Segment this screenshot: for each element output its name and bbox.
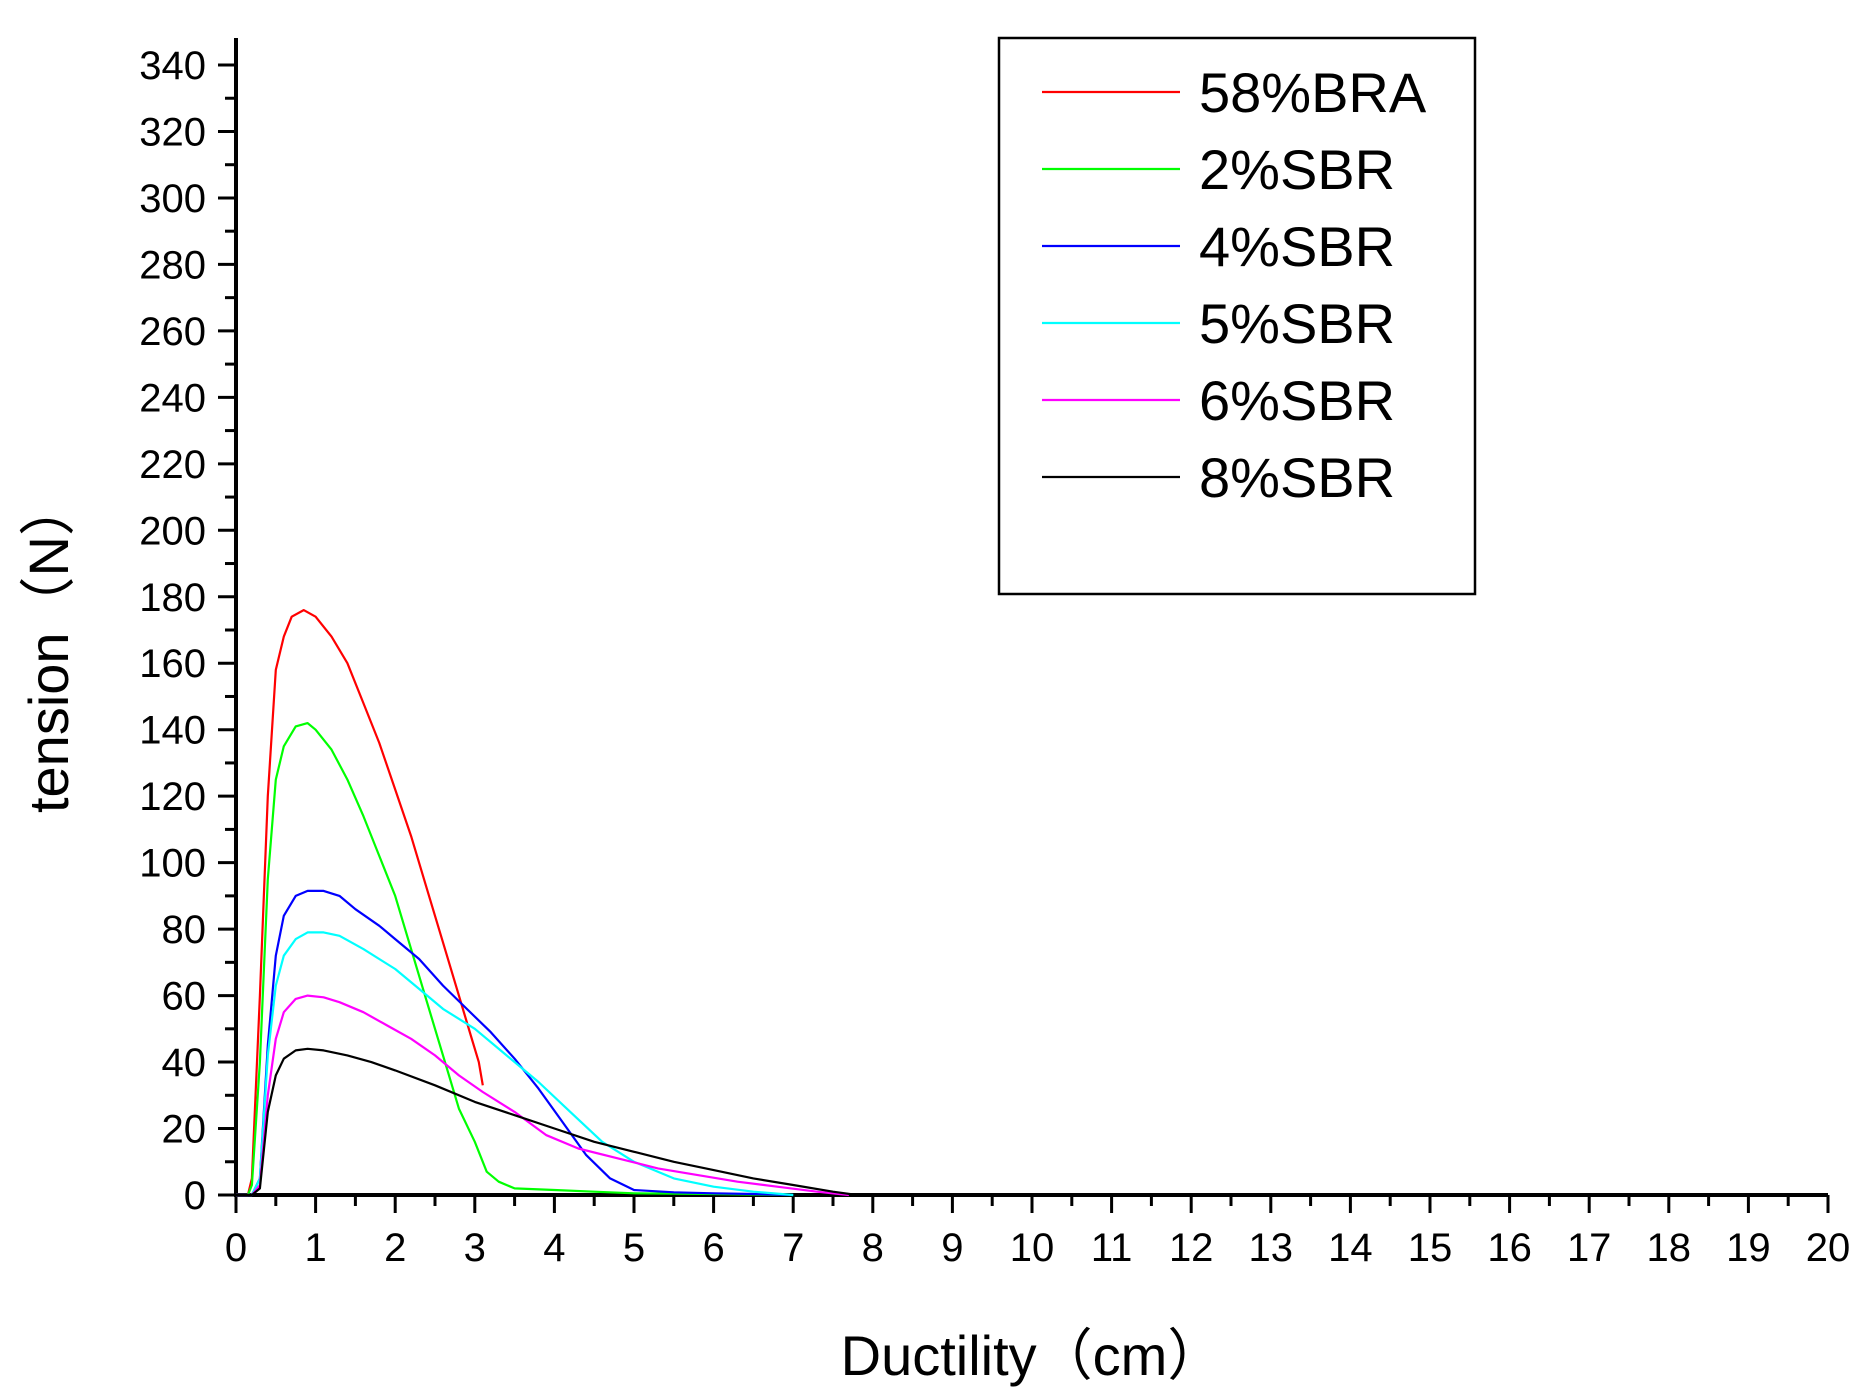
x-tick-label: 3 <box>464 1226 486 1270</box>
legend-label: 58%BRA <box>1199 61 1427 124</box>
series-line-4pct-sbr <box>236 889 794 1197</box>
x-tick-label: 14 <box>1328 1226 1373 1270</box>
x-tick-label: 12 <box>1169 1226 1214 1270</box>
x-tick-label: 10 <box>1010 1226 1055 1270</box>
x-tick-label: 4 <box>543 1226 565 1270</box>
y-tick-label: 220 <box>139 443 206 487</box>
x-tick-label: 9 <box>941 1226 963 1270</box>
x-tick-label: 1 <box>304 1226 326 1270</box>
y-axis-title: tension（N） <box>17 480 80 813</box>
legend-label: 5%SBR <box>1199 292 1395 355</box>
y-tick-label: 100 <box>139 842 206 886</box>
x-tick-label: 18 <box>1647 1226 1692 1270</box>
series-line-6pct-sbr <box>236 994 850 1197</box>
x-tick-label: 5 <box>623 1226 645 1270</box>
x-tick-label: 2 <box>384 1226 406 1270</box>
y-tick-label: 340 <box>139 44 206 88</box>
y-tick-label: 40 <box>162 1041 207 1085</box>
legend: 58%BRA 2%SBR 4%SBR 5%SBR 6%SBR 8%SBR <box>997 36 1477 596</box>
series-line-2pct-sbr <box>236 722 794 1197</box>
y-tick-label: 180 <box>139 576 206 620</box>
y-tick-label: 260 <box>139 310 206 354</box>
y-tick-label: 160 <box>139 642 206 686</box>
legend-label: 6%SBR <box>1199 369 1395 432</box>
y-tick-label: 300 <box>139 177 206 221</box>
y-tick-label: 200 <box>139 509 206 553</box>
legend-label: 4%SBR <box>1199 215 1395 278</box>
x-tick-label: 20 <box>1806 1226 1851 1270</box>
x-tick-label: 7 <box>782 1226 804 1270</box>
series-line-8pct-sbr <box>236 1047 858 1197</box>
series-line-58pct-bra <box>236 609 484 1197</box>
series-line-5pct-sbr <box>236 931 794 1197</box>
x-tick-label: 16 <box>1487 1226 1532 1270</box>
plot-area <box>236 609 858 1197</box>
x-tick-label: 0 <box>225 1226 247 1270</box>
x-axis-title: Ductility（cm） <box>841 1324 1224 1387</box>
x-tick-label: 15 <box>1408 1226 1453 1270</box>
x-tick-label: 8 <box>862 1226 884 1270</box>
x-tick-label: 19 <box>1726 1226 1771 1270</box>
y-tick-label: 140 <box>139 709 206 753</box>
y-tick-label: 280 <box>139 243 206 287</box>
legend-label: 2%SBR <box>1199 138 1395 201</box>
y-tick-label: 20 <box>162 1108 207 1152</box>
legend-box <box>997 36 1477 596</box>
ticks: 0 1 2 3 4 5 6 7 8 9 10 11 12 13 14 15 16 17 18 19 2002040608… <box>139 44 1850 1270</box>
x-tick-label: 13 <box>1249 1226 1294 1270</box>
y-tick-label: 60 <box>162 975 207 1019</box>
y-tick-label: 80 <box>162 908 207 952</box>
legend-label: 8%SBR <box>1199 446 1395 509</box>
y-tick-label: 0 <box>184 1174 206 1218</box>
y-tick-label: 240 <box>139 376 206 420</box>
y-tick-label: 120 <box>139 775 206 819</box>
x-tick-label: 17 <box>1567 1226 1612 1270</box>
x-tick-label: 6 <box>702 1226 724 1270</box>
x-tick-label: 11 <box>1091 1226 1133 1270</box>
y-tick-label: 320 <box>139 110 206 154</box>
